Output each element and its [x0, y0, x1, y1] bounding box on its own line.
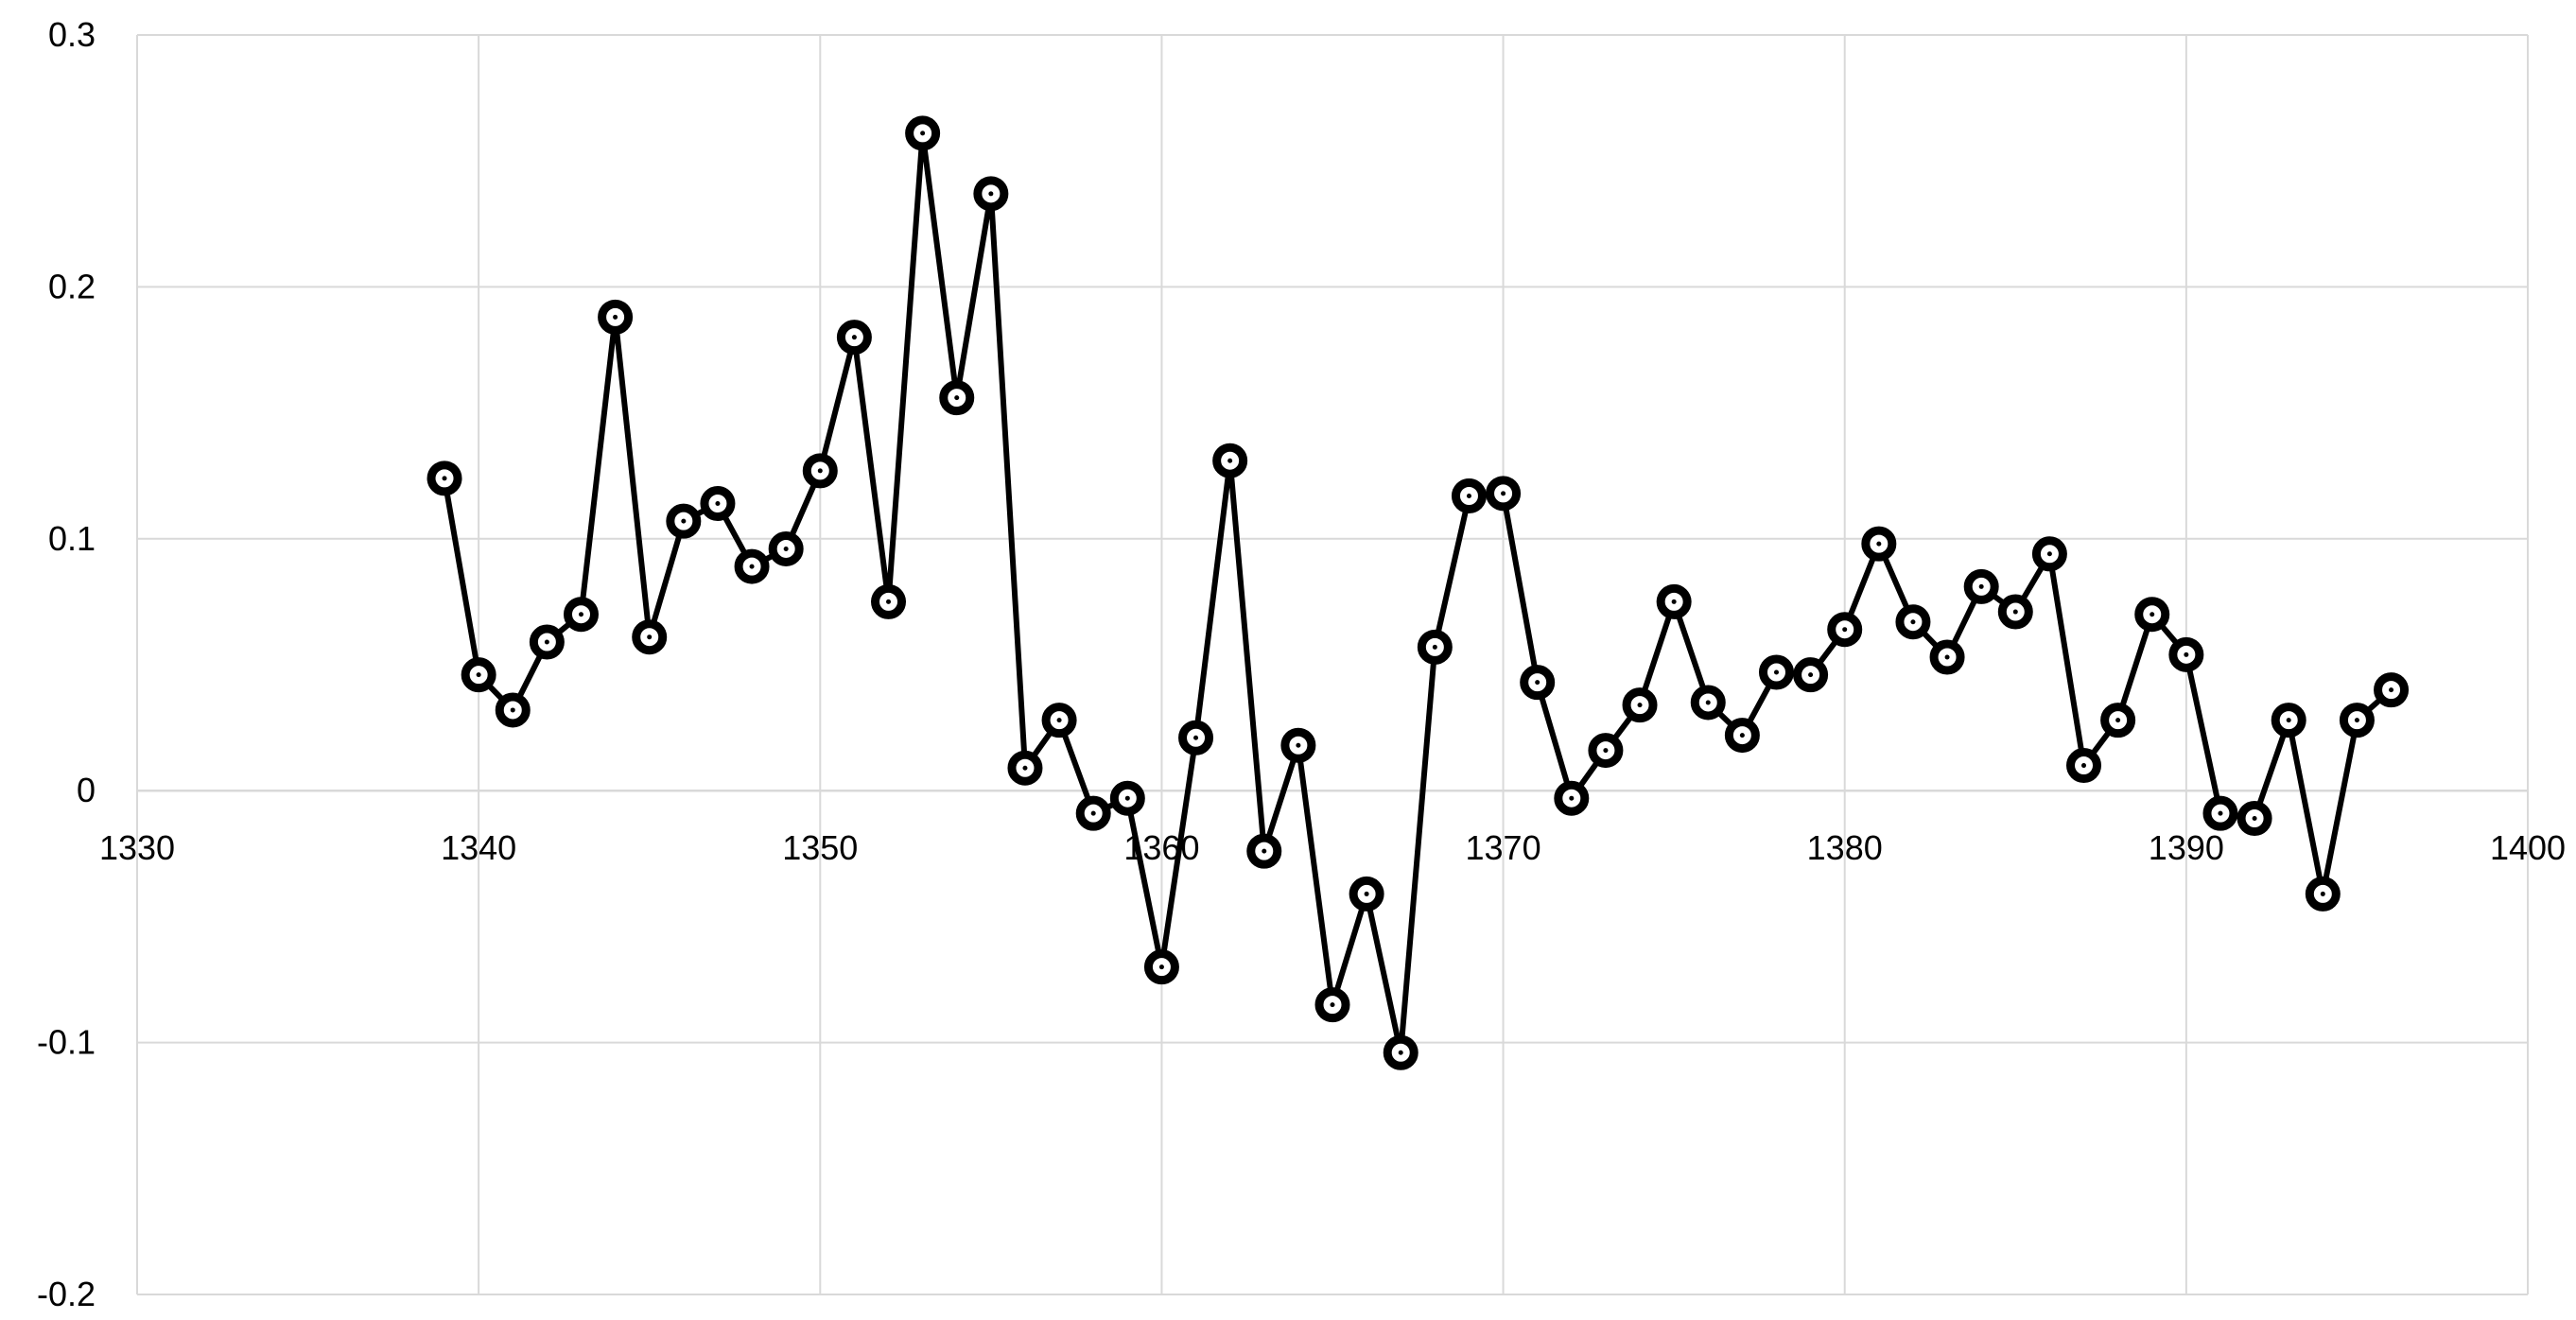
data-point-center	[2320, 891, 2325, 896]
data-point-center	[1193, 735, 1199, 740]
x-tick-label: 1370	[1466, 828, 1541, 867]
data-point-center	[817, 468, 823, 474]
data-point-center	[2081, 763, 2087, 769]
data-point-center	[1466, 494, 1471, 499]
data-point-center	[1876, 541, 1882, 547]
data-point-center	[1978, 583, 1984, 589]
data-point-center	[476, 672, 481, 678]
data-point-center	[442, 476, 447, 481]
data-point-center	[2389, 687, 2394, 693]
data-point-center	[2286, 718, 2291, 723]
series-layer	[426, 115, 2410, 1070]
series-line	[442, 130, 2394, 1056]
x-tick-label: 1330	[99, 828, 175, 867]
data-point-center	[1842, 627, 1848, 633]
data-point-center	[1432, 644, 1437, 650]
data-point-center	[715, 501, 721, 507]
data-point-center	[954, 395, 960, 401]
y-tick-label: 0	[77, 771, 96, 809]
y-tick-label: 0.1	[48, 519, 96, 558]
data-point-center	[1671, 599, 1677, 604]
data-point-center	[1398, 1050, 1403, 1055]
gridlines	[136, 34, 2529, 1295]
data-point-center	[1262, 848, 1267, 854]
data-point-center	[647, 634, 653, 640]
data-point-center	[2218, 810, 2223, 816]
x-tick-label: 1380	[1807, 828, 1883, 867]
data-point-center	[1227, 458, 1233, 463]
data-point-center	[2184, 651, 2189, 657]
data-point-center	[681, 518, 687, 524]
data-point-center	[783, 546, 789, 551]
data-point-center	[1090, 810, 1096, 816]
x-tick-label: 1350	[782, 828, 858, 867]
data-point-center	[749, 564, 755, 569]
data-point-center	[1944, 654, 1950, 660]
data-point-center	[510, 707, 515, 713]
data-point-center	[1569, 795, 1575, 801]
data-point-center	[1910, 619, 1916, 625]
data-point-center	[578, 612, 583, 617]
data-point-center	[1296, 742, 1301, 748]
data-point-center	[1056, 718, 1062, 723]
x-tick-label: 1390	[2149, 828, 2224, 867]
data-point-center	[988, 191, 994, 197]
data-point-center	[2115, 718, 2121, 723]
data-point-center	[1501, 491, 1506, 496]
data-point-center	[2252, 816, 2257, 822]
data-point-center	[920, 130, 926, 136]
data-point-center	[886, 599, 892, 604]
data-point-center	[1773, 669, 1779, 675]
x-tick-label: 1400	[2490, 828, 2566, 867]
data-point-center	[1808, 672, 1814, 678]
data-point-center	[1158, 964, 1164, 970]
x-tick-label: 1340	[441, 828, 516, 867]
data-point-center	[2150, 612, 2155, 617]
data-point-center	[1739, 733, 1745, 738]
y-tick-label: 0.2	[48, 267, 96, 305]
y-tick-label: -0.1	[37, 1023, 96, 1062]
y-tick-label: -0.2	[37, 1275, 96, 1313]
data-point-center	[1364, 891, 1369, 896]
data-point-center	[613, 314, 618, 320]
data-point-center	[1330, 1002, 1335, 1008]
data-point-center	[1705, 700, 1711, 705]
data-point-center	[1124, 795, 1130, 801]
data-point-center	[1637, 703, 1643, 708]
data-point-center	[544, 639, 549, 645]
data-point-center	[1535, 680, 1540, 686]
data-point-center	[1603, 748, 1609, 754]
y-tick-label: 0.3	[48, 15, 96, 54]
data-point-center	[2354, 718, 2359, 723]
data-point-center	[2046, 551, 2052, 557]
data-point-center	[1022, 765, 1028, 771]
data-point-center	[2012, 609, 2018, 615]
data-point-center	[851, 335, 857, 340]
